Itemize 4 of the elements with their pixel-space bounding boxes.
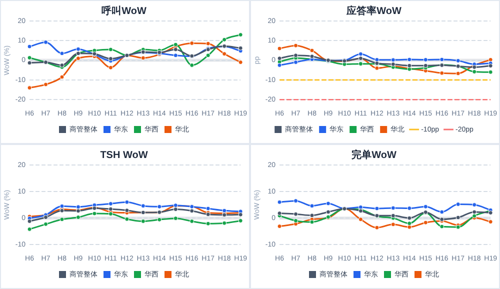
chart-title: 呼叫WoW: [102, 4, 147, 17]
chart-title: TSH WoW: [100, 150, 148, 161]
chart-title: 应答率WoW: [346, 4, 402, 17]
chart-title: 完单WoW: [352, 148, 397, 161]
